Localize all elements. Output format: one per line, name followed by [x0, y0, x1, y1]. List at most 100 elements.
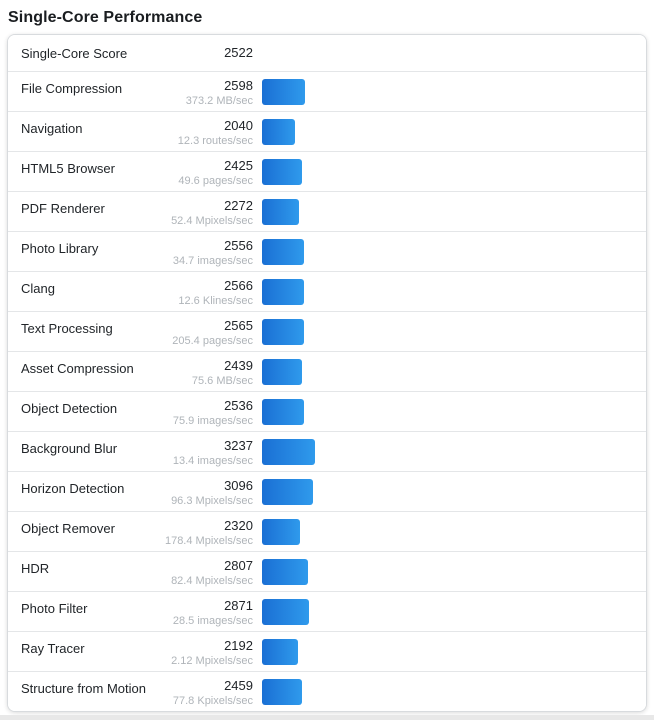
benchmark-label: Navigation: [21, 121, 83, 136]
score-bar: [262, 159, 302, 185]
score-bar: [262, 199, 299, 225]
benchmark-score-column: 3096 96.3 Mpixels/sec: [8, 479, 253, 508]
score-bar: [262, 639, 298, 665]
benchmark-rate: 12.3 routes/sec: [177, 135, 253, 147]
benchmark-row: PDF Renderer 2272 52.4 Mpixels/sec: [8, 191, 646, 231]
score-bar: [262, 519, 300, 545]
benchmark-score-column: 2556 34.7 images/sec: [8, 239, 253, 268]
benchmark-rate: 75.9 images/sec: [172, 415, 253, 427]
benchmark-rate: 52.4 Mpixels/sec: [171, 215, 253, 227]
benchmark-label: Clang: [21, 281, 55, 296]
score-bar: [262, 239, 304, 265]
benchmark-row: Photo Library 2556 34.7 images/sec: [8, 231, 646, 271]
benchmark-label: Background Blur: [21, 441, 118, 456]
benchmark-score-column: 2040 12.3 routes/sec: [8, 119, 253, 148]
benchmark-label: Object Detection: [21, 401, 118, 416]
benchmark-score-column: 2566 12.6 Klines/sec: [8, 279, 253, 308]
benchmark-score: 2598: [224, 78, 253, 93]
benchmark-score: 2425: [224, 158, 253, 173]
score-bar: [262, 599, 309, 625]
benchmark-row: HDR 2807 82.4 Mpixels/sec: [8, 551, 646, 591]
benchmark-score: 2040: [224, 118, 253, 133]
benchmark-label: Ray Tracer: [21, 641, 85, 656]
summary-score: 2522: [224, 45, 253, 60]
benchmark-row: Structure from Motion 2459 77.8 Kpixels/…: [8, 671, 646, 711]
benchmark-score: 2320: [224, 518, 253, 533]
benchmark-rate: 12.6 Klines/sec: [178, 295, 253, 307]
benchmark-row: Asset Compression 2439 75.6 MB/sec: [8, 351, 646, 391]
benchmark-score-column: 3237 13.4 images/sec: [8, 439, 253, 468]
benchmark-row: Background Blur 3237 13.4 images/sec: [8, 431, 646, 471]
benchmark-rate: 96.3 Mpixels/sec: [171, 495, 253, 507]
benchmark-rate: 34.7 images/sec: [172, 255, 253, 267]
benchmark-rate: 49.6 pages/sec: [178, 175, 253, 187]
benchmark-score: 2192: [224, 638, 253, 653]
summary-label: Single-Core Score: [21, 46, 128, 61]
benchmark-rate: 13.4 images/sec: [172, 455, 253, 467]
benchmark-score-column: 2871 28.5 images/sec: [8, 599, 253, 628]
benchmark-score: 2556: [224, 238, 253, 253]
benchmark-rate: 205.4 pages/sec: [172, 335, 253, 347]
benchmark-score-column: 2565 205.4 pages/sec: [8, 319, 253, 348]
page-title: Single-Core Performance: [8, 9, 203, 26]
benchmark-score: 2439: [224, 358, 253, 373]
benchmark-row: Horizon Detection 3096 96.3 Mpixels/sec: [8, 471, 646, 511]
benchmark-row: Object Detection 2536 75.9 images/sec: [8, 391, 646, 431]
score-bar: [262, 479, 313, 505]
benchmark-row: Photo Filter 2871 28.5 images/sec: [8, 591, 646, 631]
benchmark-label: Photo Library: [21, 241, 99, 256]
benchmark-rate: 178.4 Mpixels/sec: [164, 535, 253, 547]
benchmark-score-column: 2536 75.9 images/sec: [8, 399, 253, 428]
benchmark-rate: 75.6 MB/sec: [191, 375, 253, 387]
benchmark-row: HTML5 Browser 2425 49.6 pages/sec: [8, 151, 646, 191]
benchmark-rate: 28.5 images/sec: [172, 615, 253, 627]
benchmark-score-column: 2439 75.6 MB/sec: [8, 359, 253, 388]
page-background-strip: [0, 715, 654, 720]
benchmark-score-column: 2807 82.4 Mpixels/sec: [8, 559, 253, 588]
benchmark-score-column: 2192 2.12 Mpixels/sec: [8, 639, 253, 668]
benchmark-label: Text Processing: [21, 321, 113, 336]
benchmark-rate: 82.4 Mpixels/sec: [171, 575, 253, 587]
benchmark-score-column: 2598 373.2 MB/sec: [8, 79, 253, 108]
benchmark-label: Photo Filter: [21, 601, 88, 616]
score-bar: [262, 279, 304, 305]
score-bar: [262, 119, 295, 145]
summary-score-column: 2522: [8, 46, 253, 60]
benchmark-score: 2536: [224, 398, 253, 413]
benchmark-score: 2272: [224, 198, 253, 213]
score-bar: [262, 679, 302, 705]
score-bar: [262, 439, 315, 465]
benchmark-label: Horizon Detection: [21, 481, 125, 496]
benchmark-score: 2566: [224, 278, 253, 293]
benchmark-score-column: 2320 178.4 Mpixels/sec: [8, 519, 253, 548]
benchmark-row: Navigation 2040 12.3 routes/sec: [8, 111, 646, 151]
benchmark-label: Object Remover: [21, 521, 115, 536]
summary-row: Single-Core Score 2522: [8, 35, 646, 71]
benchmark-row: Text Processing 2565 205.4 pages/sec: [8, 311, 646, 351]
benchmark-row: Object Remover 2320 178.4 Mpixels/sec: [8, 511, 646, 551]
benchmark-label: File Compression: [21, 81, 123, 96]
score-bar: [262, 359, 302, 385]
benchmark-rate: 2.12 Mpixels/sec: [171, 655, 253, 667]
benchmark-label: PDF Renderer: [21, 201, 105, 216]
benchmark-score-column: 2272 52.4 Mpixels/sec: [8, 199, 253, 228]
benchmark-row: File Compression 2598 373.2 MB/sec: [8, 71, 646, 111]
benchmark-score: 3237: [224, 438, 253, 453]
benchmark-row: Clang 2566 12.6 Klines/sec: [8, 271, 646, 311]
benchmark-score-column: 2425 49.6 pages/sec: [8, 159, 253, 188]
benchmark-score: 2459: [224, 678, 253, 693]
benchmark-rows-container: File Compression 2598 373.2 MB/sec Navig…: [8, 71, 646, 711]
benchmark-label: Structure from Motion: [21, 681, 146, 696]
benchmark-rate: 373.2 MB/sec: [185, 95, 253, 107]
benchmark-row: Ray Tracer 2192 2.12 Mpixels/sec: [8, 631, 646, 671]
benchmark-score: 2807: [224, 558, 253, 573]
benchmark-results-table: Single-Core Score 2522 File Compression …: [7, 34, 647, 712]
score-bar: [262, 319, 304, 345]
benchmark-label: HDR: [21, 561, 50, 576]
score-bar: [262, 79, 305, 105]
score-bar: [262, 399, 304, 425]
benchmark-score: 2565: [224, 318, 253, 333]
benchmark-score: 3096: [224, 478, 253, 493]
benchmark-score-column: 2459 77.8 Kpixels/sec: [8, 679, 253, 708]
benchmark-label: Asset Compression: [21, 361, 134, 376]
